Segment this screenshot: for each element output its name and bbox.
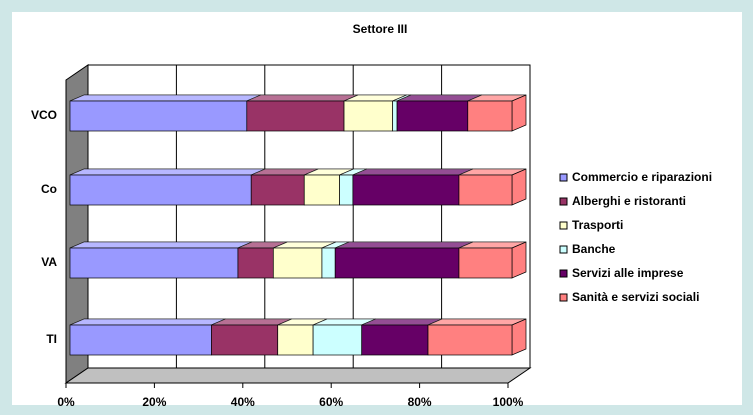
bar-top-shade [397,95,482,101]
bar [69,174,252,206]
legend-label: Banche [572,242,616,256]
bar [211,324,279,356]
bar-top-shade [352,169,473,175]
x-tick-label: 100% [493,395,524,409]
y-tick-label: TI [46,332,57,346]
bar [69,100,248,132]
floor [64,367,532,384]
bar-top-shade [304,169,354,175]
legend-label: Alberghi e ristoranti [572,194,686,208]
bar-top-shade [339,169,367,175]
bar-side [511,241,527,279]
x-tick-label: 60% [319,395,343,409]
bar [321,247,336,279]
bar-side [511,94,527,132]
bar [361,324,429,356]
bar [303,174,340,206]
bar [69,324,212,356]
legend-swatch [559,245,568,254]
bar-top-shade [277,319,328,325]
bar-side [511,318,527,356]
bar [277,324,314,356]
bar-top-shade [321,242,350,248]
legend-label: Sanità e servizi sociali [572,290,699,304]
y-tick-label: Co [41,182,57,196]
bar [458,174,513,206]
bar-top-shade [344,95,407,101]
x-tick-label: 20% [142,395,166,409]
bar-top-shade [392,95,412,101]
bar [458,247,513,279]
bar [392,100,398,132]
bar-top-shade [335,242,473,248]
bar [396,100,469,132]
bar [352,174,460,206]
bar-top-shade [467,95,526,101]
bar-top-shade [458,169,526,175]
bar [250,174,305,206]
bar [343,100,394,132]
bar [339,174,354,206]
bar [334,247,460,279]
y-tick-label: VCO [31,108,57,122]
bar-top-shade [70,95,261,101]
bar [272,247,323,279]
bar-top-shade [361,319,443,325]
bar [246,100,345,132]
legend-swatch [559,221,568,230]
bar-top-shade [70,319,226,325]
bar-top-shade [458,242,526,248]
y-tick-label: VA [41,255,57,269]
bar-top-shade [273,242,336,248]
bar-top-shade [70,242,252,248]
bar-top-shade [70,169,266,175]
bar [467,100,513,132]
legend-swatch [559,269,568,278]
bar [69,247,239,279]
x-tick-label: 0% [57,395,75,409]
bar [237,247,274,279]
legend-label: Commercio e riparazioni [572,170,712,184]
legend-label: Servizi alle imprese [572,266,684,280]
bar-side [511,168,527,206]
bar [427,324,513,356]
bar-top-shade [428,319,526,325]
bar-top-shade [237,242,288,248]
bar-top-shade [211,319,292,325]
x-tick-label: 40% [231,395,255,409]
bar-top-shade [313,319,376,325]
legend-swatch [559,293,568,302]
bar-top-shade [246,95,359,101]
legend-swatch [559,173,568,182]
chart-title: Settore III [353,22,408,36]
legend-label: Trasporti [572,218,623,232]
bar [312,324,363,356]
x-tick-label: 80% [408,395,432,409]
legend-swatch [559,197,568,206]
bar-top-shade [251,169,319,175]
